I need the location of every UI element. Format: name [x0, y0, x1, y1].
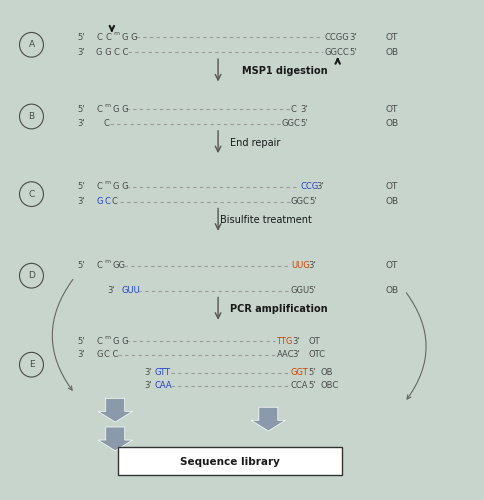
Text: 3': 3' — [293, 350, 301, 360]
Text: OT: OT — [386, 262, 398, 270]
Text: m: m — [104, 102, 110, 108]
FancyArrowPatch shape — [52, 280, 73, 390]
Text: End repair: End repair — [230, 138, 280, 147]
Text: G G: G G — [113, 337, 128, 346]
Text: CCG: CCG — [301, 182, 318, 191]
Text: m: m — [104, 260, 110, 264]
Text: OT: OT — [308, 337, 319, 346]
Text: PCR amplification: PCR amplification — [230, 304, 328, 314]
Text: D: D — [28, 271, 35, 280]
Text: OB: OB — [320, 368, 333, 377]
Text: G G: G G — [113, 104, 128, 114]
Text: C: C — [96, 33, 102, 42]
Text: 3': 3' — [144, 368, 151, 377]
Text: C: C — [96, 182, 102, 191]
Text: Bisulfite treatment: Bisulfite treatment — [221, 216, 312, 226]
Text: G: G — [96, 350, 103, 360]
Text: OB: OB — [386, 286, 399, 295]
Text: G: G — [96, 197, 103, 206]
Text: 3': 3' — [301, 104, 308, 114]
Text: C C: C C — [104, 350, 119, 360]
Text: 3': 3' — [77, 350, 85, 360]
Text: 5': 5' — [308, 286, 316, 295]
Text: CCGG: CCGG — [324, 33, 349, 42]
Text: CCA: CCA — [291, 382, 308, 390]
Text: GGT: GGT — [291, 368, 309, 377]
FancyArrowPatch shape — [407, 293, 426, 399]
Text: m: m — [104, 180, 110, 186]
Text: 5': 5' — [308, 382, 316, 390]
Text: C: C — [104, 197, 110, 206]
Text: 3': 3' — [77, 48, 85, 56]
Text: m: m — [104, 335, 110, 340]
Text: OT: OT — [386, 182, 398, 191]
Text: 3': 3' — [77, 197, 85, 206]
Text: B: B — [29, 112, 34, 121]
Text: GGC: GGC — [281, 120, 300, 128]
Text: C: C — [112, 197, 118, 206]
Text: OB: OB — [386, 197, 399, 206]
Text: OBC: OBC — [320, 382, 339, 390]
Text: C C: C C — [114, 48, 128, 56]
Text: OTC: OTC — [308, 350, 325, 360]
Text: OT: OT — [386, 104, 398, 114]
Text: GUU: GUU — [121, 286, 140, 295]
Text: C: C — [29, 190, 35, 198]
Text: 3': 3' — [77, 120, 85, 128]
Text: E: E — [29, 360, 34, 369]
Text: GG: GG — [113, 262, 126, 270]
Text: 5': 5' — [309, 197, 317, 206]
Text: GGCC: GGCC — [324, 48, 349, 56]
Text: 3': 3' — [308, 262, 316, 270]
Text: GTT: GTT — [155, 368, 171, 377]
Text: AAC: AAC — [276, 350, 294, 360]
Text: G G: G G — [113, 182, 128, 191]
Text: 5': 5' — [77, 337, 84, 346]
Polygon shape — [98, 427, 133, 450]
Text: C: C — [96, 262, 102, 270]
Text: G G: G G — [96, 48, 112, 56]
Text: 3': 3' — [293, 337, 301, 346]
Text: 3': 3' — [144, 382, 151, 390]
Text: m: m — [114, 31, 120, 36]
Text: OB: OB — [386, 120, 399, 128]
Text: 5': 5' — [77, 104, 84, 114]
Text: C: C — [291, 104, 297, 114]
Text: GGU: GGU — [291, 286, 310, 295]
Text: C: C — [103, 120, 109, 128]
Text: 5': 5' — [308, 368, 316, 377]
Text: C: C — [96, 104, 102, 114]
Text: 3': 3' — [316, 182, 324, 191]
Text: G G: G G — [122, 33, 138, 42]
Text: C: C — [96, 337, 102, 346]
Text: OB: OB — [386, 48, 399, 56]
Text: A: A — [29, 40, 34, 50]
Text: C: C — [106, 33, 111, 42]
Text: 5': 5' — [349, 48, 357, 56]
Polygon shape — [251, 407, 286, 431]
FancyBboxPatch shape — [118, 447, 343, 476]
Text: 5': 5' — [301, 120, 308, 128]
Text: Sequence library: Sequence library — [180, 456, 280, 466]
Text: TTG: TTG — [276, 337, 293, 346]
Text: 5': 5' — [77, 262, 84, 270]
Text: CAA: CAA — [155, 382, 173, 390]
Text: GGC: GGC — [291, 197, 310, 206]
Text: 5': 5' — [77, 33, 84, 42]
Text: UUG: UUG — [291, 262, 310, 270]
Text: MSP1 digestion: MSP1 digestion — [242, 66, 328, 76]
Text: 3': 3' — [107, 286, 115, 295]
Text: 5': 5' — [77, 182, 84, 191]
Text: 3': 3' — [349, 33, 357, 42]
Text: OT: OT — [386, 33, 398, 42]
Polygon shape — [98, 398, 133, 422]
